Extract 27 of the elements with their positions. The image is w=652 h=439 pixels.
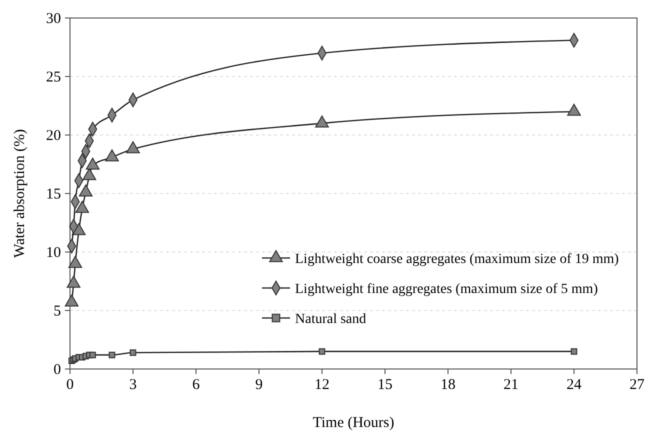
point <box>130 349 136 356</box>
x-tick-label: 3 <box>129 377 137 393</box>
x-tick-label: 9 <box>255 377 263 393</box>
x-tick-label: 18 <box>440 377 456 393</box>
y-tick-label: 0 <box>54 362 61 378</box>
legend-label: Lightweight fine aggregates (maximum size of 5 mm) <box>295 282 598 297</box>
y-tick-label: 10 <box>46 245 61 261</box>
x-axis-title: Time (Hours) <box>312 415 394 431</box>
y-tick-label: 15 <box>46 186 61 202</box>
x-tick-label: 12 <box>314 377 330 393</box>
x-tick-label: 21 <box>504 377 518 393</box>
y-tick-label: 25 <box>46 70 61 86</box>
x-tick-label: 0 <box>66 377 74 393</box>
point <box>108 352 116 358</box>
legend-label: Natural sand <box>295 312 366 327</box>
legend-label: Lightweight coarse aggregates (maximum size of 19 mm) <box>295 252 620 267</box>
y-tick-label: 30 <box>46 11 61 27</box>
point <box>570 348 578 355</box>
y-tick-label: 5 <box>54 304 61 320</box>
point <box>89 352 96 358</box>
y-tick-label: 20 <box>46 128 61 144</box>
x-tick-label: 27 <box>630 377 645 393</box>
x-tick-label: 24 <box>566 377 582 393</box>
x-tick-label: 6 <box>192 377 200 393</box>
x-tick-label: 15 <box>378 377 392 393</box>
y-axis-title: Water absorption (%) <box>12 129 28 258</box>
point <box>318 348 326 355</box>
